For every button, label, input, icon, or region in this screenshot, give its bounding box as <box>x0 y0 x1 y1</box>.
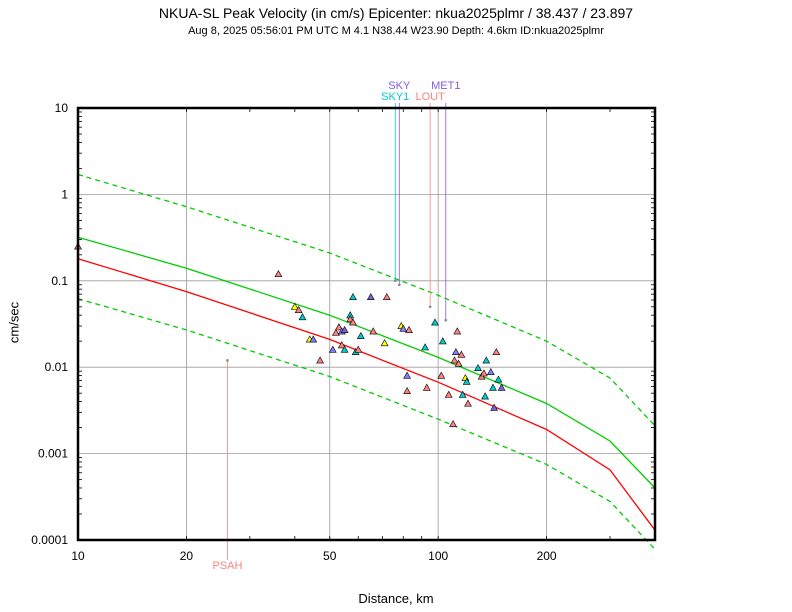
data-point <box>462 377 471 385</box>
data-point <box>369 327 378 335</box>
x-tick-label: 10 <box>71 549 85 563</box>
data-point <box>422 383 431 391</box>
data-point <box>474 363 482 372</box>
data-point <box>449 419 458 428</box>
data-point <box>453 327 462 335</box>
station-label: LOUT <box>415 91 445 103</box>
station-dot <box>397 283 401 287</box>
station-label: PSAH <box>212 560 242 572</box>
data-point <box>356 331 365 340</box>
data-point <box>337 341 346 349</box>
data-point <box>486 367 495 376</box>
data-point <box>490 403 499 411</box>
chart-subtitle: Aug 8, 2025 05:56:01 PM UTC M 4.1 N38.44… <box>188 25 604 37</box>
station-label: SKY1 <box>381 91 409 103</box>
data-point <box>340 345 349 353</box>
data-point <box>458 390 467 398</box>
data-point <box>403 371 412 379</box>
data-point <box>380 339 389 347</box>
data-point <box>494 375 503 383</box>
data-points <box>74 242 506 428</box>
data-point <box>497 383 506 391</box>
data-point <box>464 399 472 407</box>
model-curves <box>77 173 656 550</box>
data-point <box>298 313 307 321</box>
data-point <box>438 337 447 345</box>
y-tick-label: 0.01 <box>45 360 69 374</box>
data-point <box>340 325 349 334</box>
y-tick-label: 10 <box>55 101 69 115</box>
x-tick-label: 100 <box>428 549 448 563</box>
data-point <box>349 292 357 301</box>
curve-gmpe-sigma <box>77 298 656 550</box>
y-tick-label: 0.001 <box>38 447 68 461</box>
data-point <box>492 347 501 356</box>
station-dot <box>393 279 397 283</box>
data-point <box>294 305 303 314</box>
curve-gmpe-sigma <box>77 173 656 427</box>
data-point <box>457 350 466 358</box>
data-point <box>450 356 459 364</box>
x-tick-label: 200 <box>537 549 557 563</box>
y-tick-label: 0.0001 <box>31 533 68 547</box>
y-tick-label: 1 <box>61 187 68 201</box>
station-dot <box>226 359 229 362</box>
station-label: MET1 <box>431 80 460 92</box>
data-point <box>349 318 357 326</box>
data-point <box>331 328 340 336</box>
station-label: SKY <box>388 80 411 92</box>
data-point <box>437 371 446 379</box>
y-tick-label: 0.1 <box>51 274 68 288</box>
x-tick-label: 50 <box>323 549 337 563</box>
data-point <box>334 323 343 331</box>
plot-frame <box>76 106 657 542</box>
data-point <box>451 347 460 356</box>
data-point <box>444 390 453 398</box>
data-point <box>479 369 488 377</box>
data-point <box>309 335 318 343</box>
data-point <box>489 383 497 391</box>
chart-title: NKUA-SL Peak Velocity (in cm/s) Epicente… <box>158 5 634 21</box>
curve-regional-curve <box>77 258 656 531</box>
data-point <box>403 386 412 395</box>
data-point <box>421 343 430 351</box>
data-point <box>431 318 439 326</box>
data-point <box>405 325 413 334</box>
data-point <box>354 345 363 353</box>
axes: 0.0001 0.001 0.01 0.1 1 10 10 20 50 100 200 <box>31 101 657 563</box>
station-dot <box>428 305 432 309</box>
station-dot <box>444 318 448 322</box>
data-point <box>399 324 408 332</box>
data-point <box>274 269 283 278</box>
data-point <box>382 292 391 301</box>
data-point <box>290 302 299 310</box>
data-point <box>454 359 463 367</box>
data-point <box>366 292 375 301</box>
data-point <box>481 392 490 400</box>
data-point <box>316 356 325 364</box>
data-point <box>482 356 491 364</box>
curve-gmpe-median <box>77 236 656 489</box>
data-point <box>328 345 337 353</box>
x-tick-label: 20 <box>180 549 194 563</box>
x-axis-label: Distance, km <box>358 591 434 606</box>
